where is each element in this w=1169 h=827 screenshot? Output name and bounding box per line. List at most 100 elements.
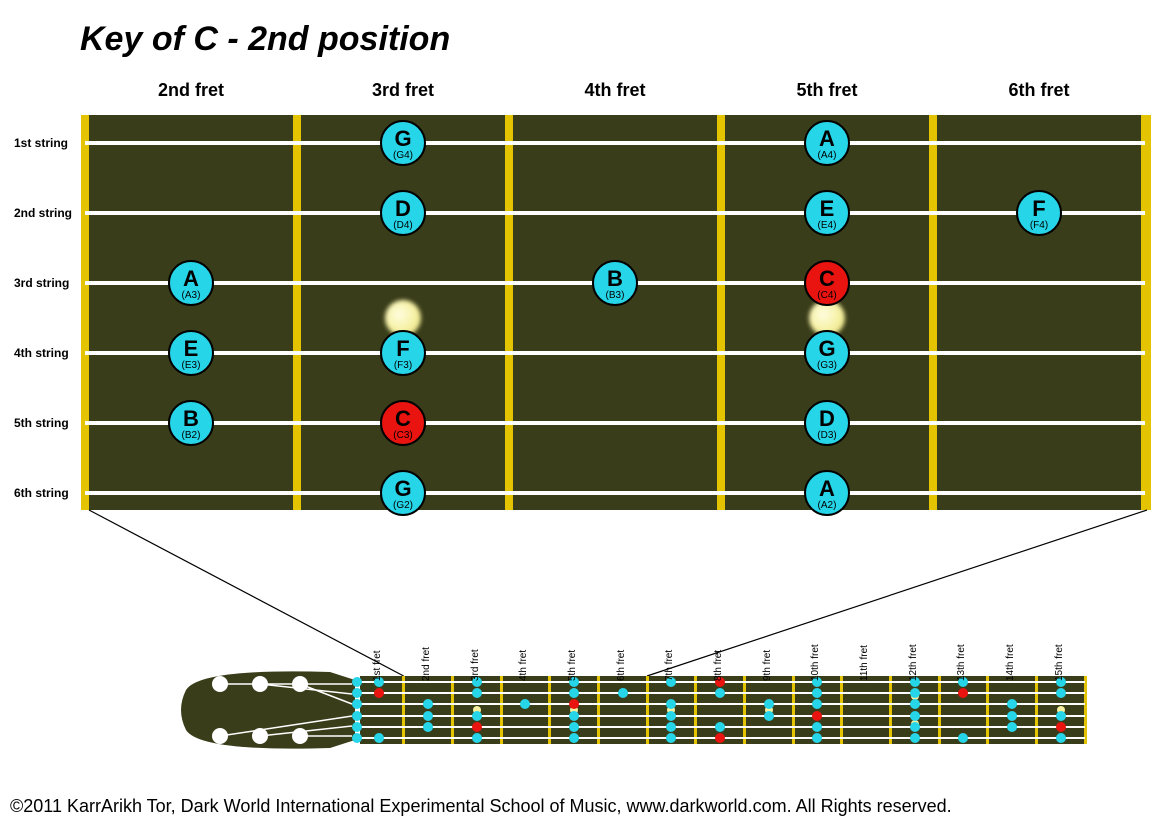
note-letter: B	[170, 408, 212, 430]
copyright-text: ©2011 KarrArikh Tor, Dark World Internat…	[10, 796, 952, 817]
note-letter: F	[1018, 198, 1060, 220]
fret-wire	[293, 115, 301, 510]
mini-fret-label: 8th fret	[713, 650, 724, 681]
note-marker: B(B2)	[168, 400, 214, 446]
mini-root-dot	[812, 711, 822, 721]
mini-note-dot	[666, 733, 676, 743]
mini-note-dot	[910, 733, 920, 743]
note-letter: C	[806, 268, 848, 290]
mini-note-dot	[715, 688, 725, 698]
note-letter: F	[382, 338, 424, 360]
mini-note-dot	[352, 711, 362, 721]
note-letter: A	[170, 268, 212, 290]
mini-fret-wire	[938, 676, 941, 744]
mini-fret-wire	[451, 676, 454, 744]
mini-fret-wire	[743, 676, 746, 744]
mini-note-dot	[374, 733, 384, 743]
note-octave: (A2)	[806, 501, 848, 511]
mini-root-dot	[1056, 722, 1066, 732]
mini-fret-wire	[646, 676, 649, 744]
note-letter: A	[806, 478, 848, 500]
note-marker: D(D3)	[804, 400, 850, 446]
mini-note-dot	[1056, 711, 1066, 721]
string-label: 6th string	[14, 486, 69, 500]
mini-fret-label: 3rd fret	[470, 649, 481, 681]
mini-fret-label: 7th fret	[664, 650, 675, 681]
mini-root-dot	[374, 688, 384, 698]
mini-note-dot	[812, 733, 822, 743]
mini-note-dot	[352, 677, 362, 687]
note-letter: B	[594, 268, 636, 290]
note-marker: A(A3)	[168, 260, 214, 306]
note-octave: (G3)	[806, 361, 848, 371]
mini-fret-label: 4th fret	[518, 650, 529, 681]
mini-fret-wire	[792, 676, 795, 744]
fret-label: 3rd fret	[372, 80, 434, 101]
mini-note-dot	[352, 733, 362, 743]
mini-note-dot	[423, 722, 433, 732]
mini-fret-label: 12th fret	[908, 644, 919, 681]
mini-note-dot	[958, 733, 968, 743]
mini-fret-label: 1st fret	[372, 650, 383, 681]
fret-wire	[505, 115, 513, 510]
mini-note-dot	[352, 722, 362, 732]
fret-label: 6th fret	[1008, 80, 1069, 101]
note-octave: (C3)	[382, 431, 424, 441]
mini-fretboard-wrap	[180, 670, 1090, 750]
mini-root-dot	[472, 722, 482, 732]
note-letter: E	[170, 338, 212, 360]
mini-note-dot	[764, 699, 774, 709]
mini-note-dot	[618, 688, 628, 698]
mini-fret-wire	[548, 676, 551, 744]
fret-wire	[1141, 115, 1149, 510]
note-marker: G(G4)	[380, 120, 426, 166]
note-marker: D(D4)	[380, 190, 426, 236]
mini-fret-label: 13th fret	[956, 644, 967, 681]
mini-fret-label: 11th fret	[859, 645, 870, 681]
note-octave: (B2)	[170, 431, 212, 441]
root-note-marker: C(C3)	[380, 400, 426, 446]
mini-root-dot	[569, 699, 579, 709]
mini-note-dot	[472, 688, 482, 698]
mini-fret-wire	[986, 676, 989, 744]
mini-note-dot	[569, 733, 579, 743]
mini-string	[355, 715, 1085, 717]
mini-root-dot	[715, 733, 725, 743]
mini-note-dot	[812, 699, 822, 709]
note-octave: (G2)	[382, 501, 424, 511]
mini-note-dot	[569, 688, 579, 698]
note-marker: F(F3)	[380, 330, 426, 376]
mini-note-dot	[1007, 699, 1017, 709]
mini-note-dot	[352, 688, 362, 698]
mini-note-dot	[764, 711, 774, 721]
string-label: 2nd string	[14, 206, 72, 220]
mini-fret-label: 10th fret	[810, 644, 821, 681]
note-letter: G	[382, 478, 424, 500]
mini-note-dot	[715, 722, 725, 732]
mini-note-dot	[1007, 722, 1017, 732]
note-letter: D	[382, 198, 424, 220]
string-label: 4th string	[14, 346, 69, 360]
string-label: 5th string	[14, 416, 69, 430]
note-letter: D	[806, 408, 848, 430]
guitar-string	[85, 351, 1145, 355]
mini-note-dot	[569, 711, 579, 721]
note-octave: (A3)	[170, 291, 212, 301]
guitar-string	[85, 211, 1145, 215]
mini-note-dot	[666, 711, 676, 721]
mini-fret-label: 5th fret	[567, 650, 578, 681]
mini-fret-wire	[840, 676, 843, 744]
mini-fret-label: 9th fret	[762, 650, 773, 681]
mini-note-dot	[1056, 688, 1066, 698]
note-octave: (G4)	[382, 151, 424, 161]
mini-note-dot	[423, 699, 433, 709]
note-marker: F(F4)	[1016, 190, 1062, 236]
note-octave: (A4)	[806, 151, 848, 161]
note-octave: (E3)	[170, 361, 212, 371]
mini-note-dot	[812, 722, 822, 732]
mini-note-dot	[569, 722, 579, 732]
note-marker: A(A4)	[804, 120, 850, 166]
mini-fretboard	[355, 676, 1085, 744]
mini-note-dot	[352, 699, 362, 709]
note-octave: (B3)	[594, 291, 636, 301]
